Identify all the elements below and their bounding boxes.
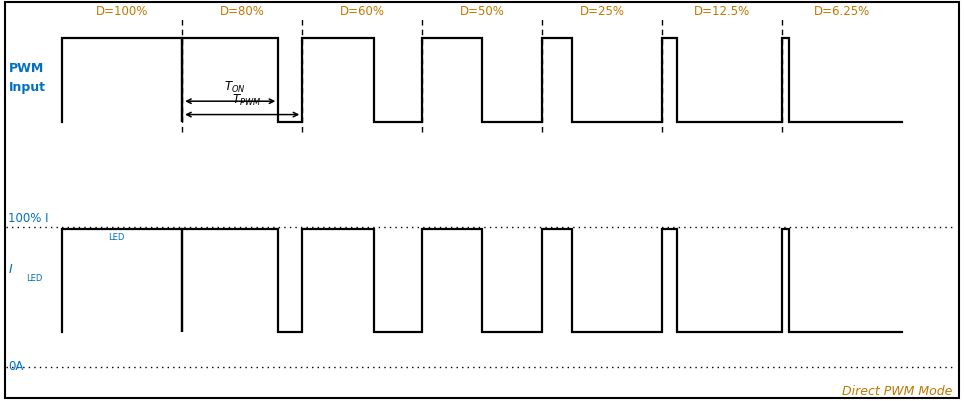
Text: LED: LED xyxy=(108,233,124,242)
Text: D=12.5%: D=12.5% xyxy=(694,5,750,18)
Text: Input: Input xyxy=(9,81,45,94)
Text: D=80%: D=80% xyxy=(220,5,265,18)
Text: 100% I: 100% I xyxy=(9,212,49,225)
Text: $T_{ON}$: $T_{ON}$ xyxy=(225,80,246,95)
Text: 0A: 0A xyxy=(9,360,24,373)
Text: D=60%: D=60% xyxy=(339,5,385,18)
Text: Direct PWM Mode: Direct PWM Mode xyxy=(842,385,952,398)
Text: D=25%: D=25% xyxy=(579,5,625,18)
Text: I: I xyxy=(9,263,13,276)
Text: LED: LED xyxy=(26,274,42,283)
Text: D=100%: D=100% xyxy=(96,5,148,18)
Text: D=50%: D=50% xyxy=(460,5,504,18)
Text: D=6.25%: D=6.25% xyxy=(814,5,870,18)
Text: $T_{PWM}$: $T_{PWM}$ xyxy=(232,93,261,108)
Text: PWM: PWM xyxy=(9,62,43,75)
